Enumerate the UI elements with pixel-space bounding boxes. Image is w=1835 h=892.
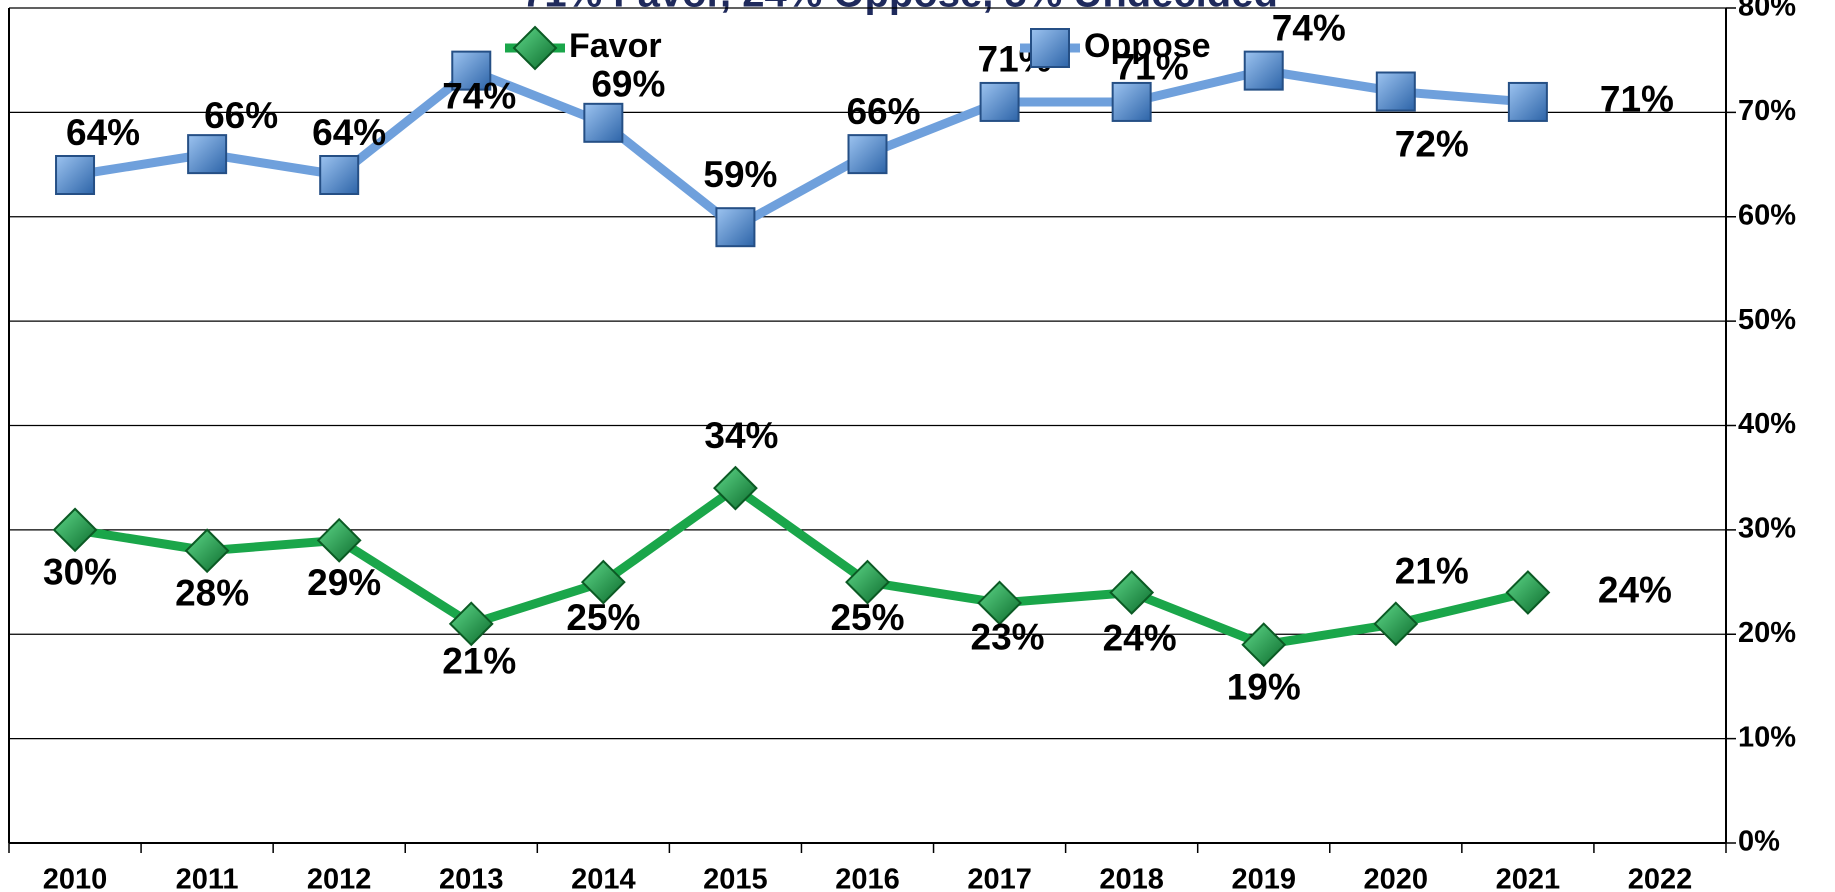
marker: [979, 81, 1020, 122]
series-line: [74, 483, 1529, 650]
y-tick-label: 0%: [1738, 826, 1780, 858]
marker: [580, 559, 626, 605]
data-label: 66%: [204, 95, 278, 136]
data-label: 69%: [591, 64, 665, 105]
marker: [713, 465, 758, 511]
marker: [847, 134, 888, 175]
x-tick-label: 2010: [43, 864, 108, 892]
marker: [1111, 81, 1152, 122]
y-tick-label: 70%: [1738, 95, 1796, 127]
marker: [55, 155, 96, 195]
legend-marker: [1030, 28, 1070, 68]
marker: [583, 102, 624, 143]
marker: [1241, 622, 1287, 668]
data-label: 71%: [1600, 79, 1674, 120]
data-label: 19%: [1227, 666, 1301, 707]
marker: [187, 134, 228, 175]
data-label: 23%: [971, 617, 1045, 658]
data-label: 29%: [307, 562, 381, 603]
legend-marker: [512, 25, 558, 71]
y-tick-label: 60%: [1738, 199, 1796, 231]
x-tick-label: 2012: [307, 864, 372, 892]
y-tick-label: 20%: [1738, 617, 1796, 649]
marker: [1505, 570, 1551, 615]
y-tick-label: 80%: [1738, 0, 1796, 23]
data-label: 72%: [1395, 123, 1469, 164]
x-tick-label: 2017: [967, 864, 1032, 892]
x-tick-label: 2013: [439, 864, 504, 892]
x-tick-label: 2011: [176, 864, 239, 892]
x-tick-label: 2021: [1496, 864, 1561, 892]
data-label: 25%: [830, 597, 904, 638]
data-label: 24%: [1598, 569, 1672, 610]
data-label: 28%: [175, 573, 249, 614]
x-tick-label: 2019: [1231, 864, 1296, 892]
y-tick-label: 10%: [1738, 721, 1796, 753]
marker: [845, 559, 890, 605]
y-tick-label: 40%: [1738, 408, 1796, 440]
x-tick-label: 2016: [835, 864, 900, 892]
data-label: 71%: [1115, 47, 1189, 88]
data-label: 74%: [1272, 7, 1346, 48]
data-label: 21%: [1395, 551, 1469, 592]
marker: [316, 517, 362, 563]
legend-label: Oppose: [1084, 27, 1211, 65]
data-label: 25%: [566, 597, 640, 638]
data-label: 24%: [1103, 617, 1177, 658]
x-tick-label: 2022: [1628, 864, 1693, 892]
series-line: [74, 66, 1529, 232]
data-label: 30%: [43, 552, 117, 593]
marker: [1243, 50, 1284, 91]
y-tick-label: 30%: [1738, 513, 1796, 545]
x-tick-label: 2015: [703, 864, 768, 892]
data-label: 34%: [704, 415, 778, 456]
data-label: 66%: [846, 91, 920, 132]
legend-label: Favor: [569, 27, 662, 65]
marker: [977, 580, 1022, 626]
x-tick-label: 2020: [1364, 864, 1429, 892]
y-tick-label: 50%: [1738, 304, 1796, 336]
marker: [1109, 570, 1155, 615]
marker: [448, 601, 494, 647]
marker: [1373, 601, 1419, 647]
data-label: 59%: [703, 154, 777, 195]
x-tick-label: 2014: [571, 864, 636, 892]
marker: [1507, 81, 1548, 122]
marker: [451, 50, 492, 91]
marker: [715, 207, 756, 248]
marker: [52, 507, 98, 553]
x-tick-label: 2018: [1099, 864, 1164, 892]
data-label: 21%: [442, 641, 516, 682]
data-label: 64%: [66, 112, 140, 153]
marker: [319, 155, 360, 195]
data-label: 64%: [312, 112, 386, 153]
marker: [1375, 71, 1416, 112]
data-label: 74%: [442, 75, 516, 116]
marker: [184, 528, 230, 574]
